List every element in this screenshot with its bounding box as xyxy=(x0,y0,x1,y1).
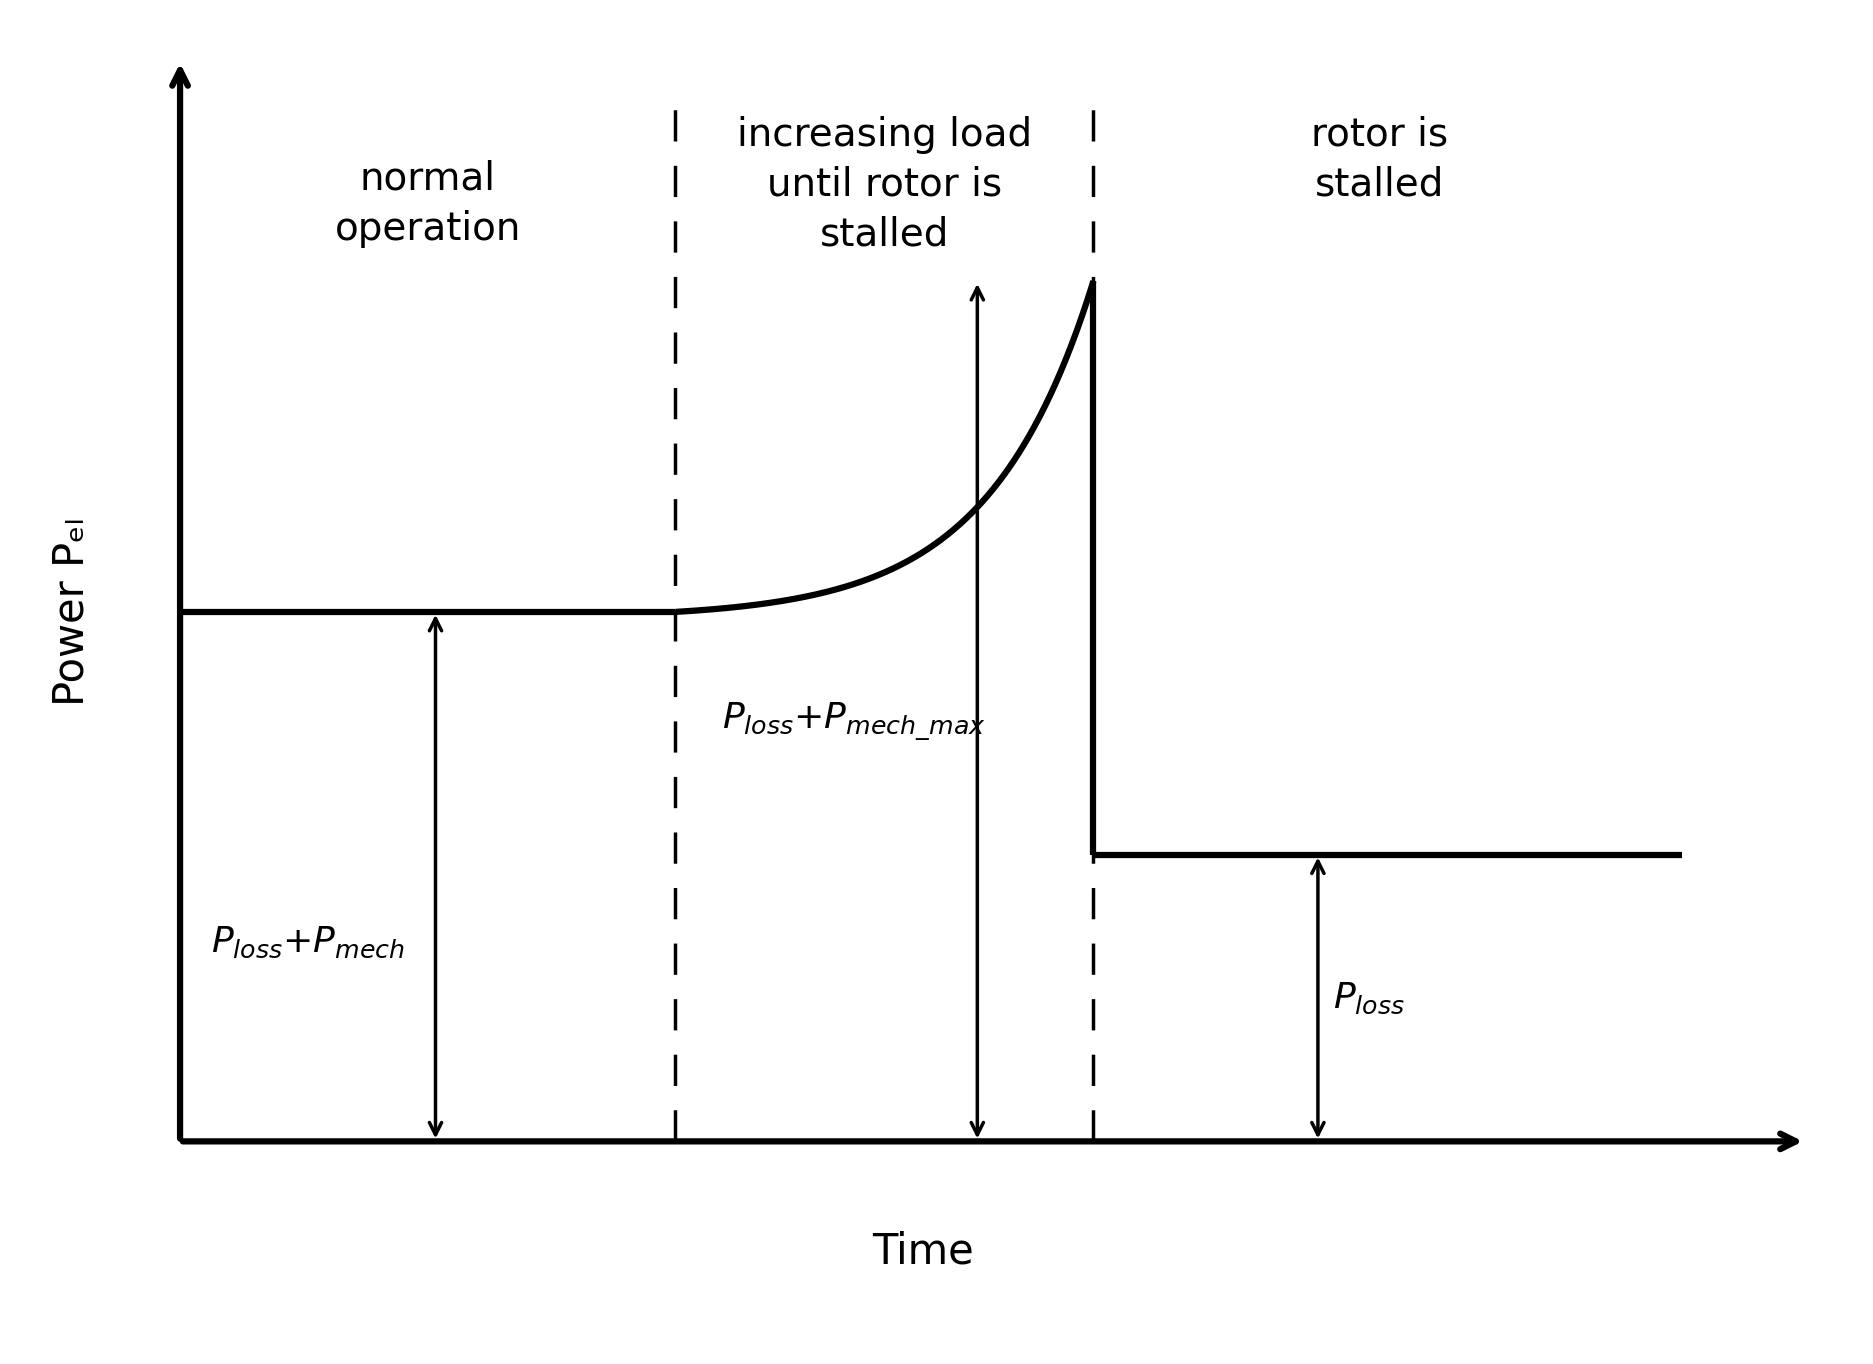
Text: Time: Time xyxy=(871,1230,974,1273)
Text: $P_{loss}$$+P_{mech}$: $P_{loss}$$+P_{mech}$ xyxy=(212,925,405,960)
Text: Power Pₑₗ: Power Pₑₗ xyxy=(51,518,92,707)
Text: normal
operation: normal operation xyxy=(335,160,521,248)
Text: increasing load
until rotor is
stalled: increasing load until rotor is stalled xyxy=(736,116,1032,254)
Text: $P_{loss}$: $P_{loss}$ xyxy=(1334,981,1405,1016)
Text: rotor is
stalled: rotor is stalled xyxy=(1311,116,1448,203)
Text: $P_{loss}$$+P_{mech\_max}$: $P_{loss}$$+P_{mech\_max}$ xyxy=(721,701,985,743)
